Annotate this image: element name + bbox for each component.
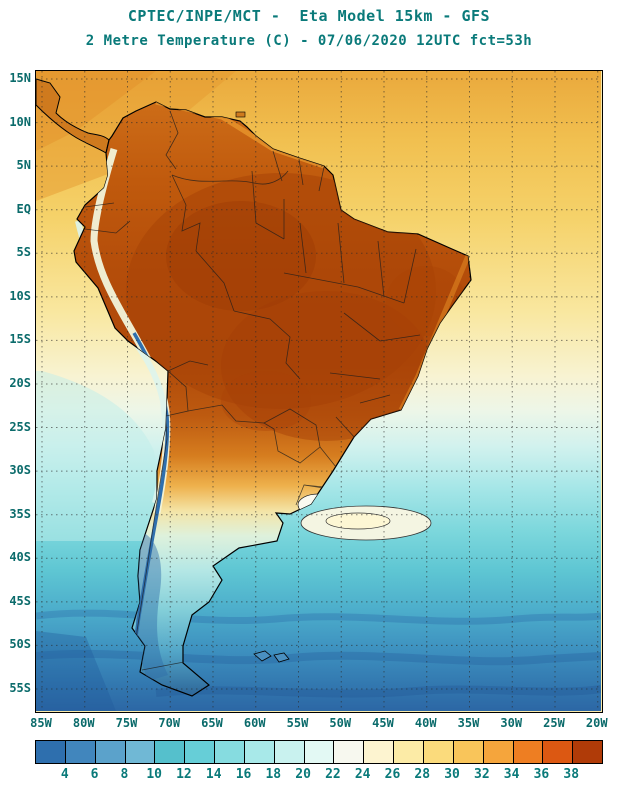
colorbar-segment-0 xyxy=(36,741,66,763)
colorbar-segment-14 xyxy=(453,741,484,763)
colorbar-tick-28: 28 xyxy=(414,767,431,782)
lat-label-50S: 50S xyxy=(9,637,31,652)
colorbar-segment-3 xyxy=(125,741,156,763)
colorbar-segment-6 xyxy=(215,741,245,763)
lat-label-35S: 35S xyxy=(9,506,31,521)
lat-label-15N: 15N xyxy=(9,71,31,85)
lon-label-80W: 80W xyxy=(72,716,95,730)
lat-label-30S: 30S xyxy=(9,463,31,478)
colorbar-segment-15 xyxy=(483,741,514,763)
lon-label-50W: 50W xyxy=(329,716,352,730)
country-borders xyxy=(84,110,421,671)
colorbar-tick-32: 32 xyxy=(474,767,490,782)
lon-label-35W: 35W xyxy=(457,716,480,730)
map-frame xyxy=(35,70,603,713)
colorbar-segment-11 xyxy=(364,741,395,763)
title-line-2: 2 Metre Temperature (C) - 07/06/2020 12U… xyxy=(85,33,533,49)
lon-label-25W: 25W xyxy=(543,716,565,730)
colorbar-tick-18: 18 xyxy=(265,767,282,782)
land-detail-layer xyxy=(84,102,471,681)
colorbar-tick-8: 8 xyxy=(120,767,129,782)
lon-label-75W: 75W xyxy=(115,716,138,730)
lat-label-40S: 40S xyxy=(9,550,31,565)
lat-label-15S: 15S xyxy=(9,332,31,347)
colorbar-tick-34: 34 xyxy=(503,767,520,782)
colorbar-segment-4 xyxy=(155,741,186,763)
colorbar-segment-8 xyxy=(274,741,305,763)
colorbar-tick-10: 10 xyxy=(146,767,162,782)
colorbar xyxy=(35,740,603,764)
colorbar-tick-26: 26 xyxy=(384,767,401,782)
title-line-1: CPTEC/INPE/MCT - Eta Model 15km - GFS xyxy=(127,7,491,25)
lon-label-85W: 85W xyxy=(30,716,52,730)
colorbar-tick-12: 12 xyxy=(176,767,192,782)
colorbar-tick-24: 24 xyxy=(354,767,371,782)
colorbar-segment-12 xyxy=(394,741,424,763)
colorbar-segment-1 xyxy=(65,741,96,763)
colorbar-segment-9 xyxy=(304,741,335,763)
lat-label-10N: 10N xyxy=(9,114,31,129)
colorbar-segment-17 xyxy=(543,741,574,763)
lat-label-EQ: EQ xyxy=(16,201,31,216)
lon-label-45W: 45W xyxy=(372,716,394,730)
colorbar-tick-16: 16 xyxy=(235,767,252,782)
colorbar-segment-2 xyxy=(95,741,126,763)
colorbar-ticks: 4 6 8 10 12 14 16 18 20 22 24 26 28 30 32 34 36 38 xyxy=(35,767,603,784)
colorbar-tick-30: 30 xyxy=(444,767,460,782)
colorbar-tick-20: 20 xyxy=(295,767,311,782)
colorbar-segment-18 xyxy=(573,741,603,763)
colorbar-segment-13 xyxy=(423,741,454,763)
lon-label-60W: 60W xyxy=(243,716,266,730)
lon-label-40W: 40W xyxy=(414,716,437,730)
colorbar-segment-10 xyxy=(334,741,365,763)
lat-label-45S: 45S xyxy=(9,593,31,608)
lon-label-70W: 70W xyxy=(158,716,181,730)
colorbar-tick-22: 22 xyxy=(325,767,341,782)
lon-label-55W: 55W xyxy=(286,716,309,730)
grid-layer xyxy=(36,71,601,711)
lat-axis: 15N 10N 5N EQ 5S 10S 15S 20S 25S 30S 35S 40S 45S 50S 5… xyxy=(0,0,33,800)
colorbar-segment-7 xyxy=(244,741,275,763)
lon-label-20W: 20W xyxy=(585,716,608,730)
lat-label-55S: 55S xyxy=(9,680,31,695)
lat-label-20S: 20S xyxy=(9,375,31,390)
colorbar-tick-14: 14 xyxy=(205,767,222,782)
lon-label-30W: 30W xyxy=(500,716,523,730)
lat-label-5N: 5N xyxy=(16,158,31,173)
temperature-map xyxy=(36,71,601,711)
lat-label-10S: 10S xyxy=(9,288,31,303)
colorbar-tick-38: 38 xyxy=(563,767,580,782)
colorbar-tick-4: 4 xyxy=(60,767,69,782)
lat-label-5S: 5S xyxy=(16,245,31,260)
falkland-islands xyxy=(253,650,290,663)
colorbar-tick-6: 6 xyxy=(90,767,99,782)
lat-label-25S: 25S xyxy=(9,419,31,434)
lon-axis: 85W 80W 75W 70W 65W 60W 55W 50W 45W 40W 35W 30W 25W 2… xyxy=(30,716,607,732)
colorbar-tick-36: 36 xyxy=(533,767,550,782)
colorbar-segment-16 xyxy=(513,741,544,763)
colorbar-segment-5 xyxy=(185,741,216,763)
lon-label-65W: 65W xyxy=(201,716,223,730)
